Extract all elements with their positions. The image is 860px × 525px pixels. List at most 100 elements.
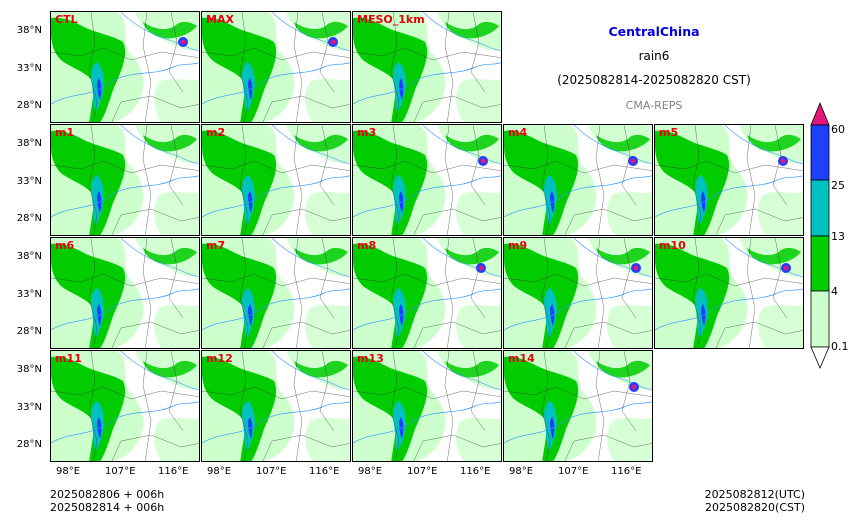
map-panel-m14: m14: [503, 350, 653, 462]
lon-tick-label: 116°E: [611, 466, 642, 477]
province-boundary: [715, 321, 803, 348]
province-boundary: [142, 12, 152, 122]
province-boundary: [293, 238, 303, 348]
river-line: [353, 401, 501, 444]
lat-tick-label: 38°N: [16, 251, 42, 262]
river-line: [353, 288, 501, 331]
province-boundary: [168, 125, 184, 206]
river-line: [422, 238, 501, 277]
province-boundary: [353, 273, 501, 287]
province-boundary: [319, 238, 335, 319]
province-boundary: [444, 238, 454, 348]
map-panel-max: MAX: [201, 11, 351, 123]
rain-light-area-se: [305, 304, 350, 348]
province-boundary: [51, 273, 199, 287]
river-line: [51, 288, 199, 331]
map-panel-m7: m7: [201, 237, 351, 349]
river-line: [422, 125, 501, 164]
lon-tick-label: 107°E: [105, 466, 136, 477]
lon-tick-label: 98°E: [358, 466, 383, 477]
convective-cell-core: [780, 158, 786, 164]
map-panel-m11: m11: [50, 350, 200, 462]
province-boundary: [88, 238, 98, 348]
province-boundary: [413, 95, 501, 122]
lon-tick-label: 116°E: [309, 466, 340, 477]
province-boundary: [470, 351, 486, 432]
province-boundary: [88, 125, 98, 235]
province-boundary: [239, 125, 249, 235]
province-boundary: [142, 125, 152, 235]
rain-light-area-se: [607, 304, 652, 348]
rain-light-area-se: [456, 78, 501, 122]
province-boundary: [655, 160, 803, 174]
rain-moderate-area: [202, 130, 277, 235]
river-line: [202, 401, 350, 444]
province-boundary: [772, 238, 788, 319]
province-boundary: [168, 238, 184, 319]
rain-moderate-area-ne: [143, 247, 197, 265]
river-line: [271, 351, 350, 390]
rain-light-area-se: [154, 191, 199, 235]
province-boundary: [319, 351, 335, 432]
panel-label: m7: [206, 239, 226, 252]
province-boundary: [88, 351, 98, 461]
rain-moderate-area: [51, 356, 126, 461]
lat-tick-label: 28°N: [16, 326, 42, 337]
province-boundary: [239, 238, 249, 348]
province-boundary: [715, 208, 803, 235]
province-boundary: [262, 208, 350, 235]
rain-light-area-se: [154, 417, 199, 461]
map-panel-m1: m1: [50, 124, 200, 236]
rain-moderate-area: [202, 243, 277, 348]
colorbar-label-4: 4: [831, 285, 838, 298]
rain-moderate-area: [353, 130, 428, 235]
province-boundary: [541, 125, 551, 235]
lat-tick-label: 28°N: [16, 439, 42, 450]
river-line: [271, 125, 350, 164]
rain-light-area-se: [305, 78, 350, 122]
precip-map: [353, 238, 501, 348]
province-boundary: [746, 125, 756, 235]
convective-cell-core: [330, 39, 336, 45]
colorbar-bottom-extend: [810, 346, 830, 370]
province-boundary: [390, 238, 400, 348]
panel-label: m3: [357, 126, 377, 139]
map-panel-m13: m13: [352, 350, 502, 462]
colorbar-label-25: 25: [831, 179, 845, 192]
lon-tick-label: 98°E: [207, 466, 232, 477]
lon-tick-label: 107°E: [256, 466, 287, 477]
province-boundary: [413, 321, 501, 348]
map-panel-m6: m6: [50, 237, 200, 349]
rain-moderate-area: [504, 356, 579, 461]
province-boundary: [772, 125, 788, 206]
rain-light-area-se: [456, 304, 501, 348]
province-boundary: [262, 95, 350, 122]
precip-map: [655, 238, 803, 348]
lat-tick-label: 33°N: [16, 289, 42, 300]
river-line: [504, 288, 652, 331]
lon-tick-label: 107°E: [407, 466, 438, 477]
rain-moderate-area: [655, 243, 730, 348]
rain-light-area-se: [154, 304, 199, 348]
panel-label: m1: [55, 126, 75, 139]
rain-moderate-area: [353, 243, 428, 348]
map-panel-m5: m5: [654, 124, 804, 236]
lat-tick-label: 28°N: [16, 100, 42, 111]
rain-moderate-area: [655, 130, 730, 235]
river-line: [120, 351, 199, 390]
precip-map: [504, 125, 652, 235]
province-boundary: [111, 321, 199, 348]
rain-moderate-area: [504, 243, 579, 348]
panel-label: m2: [206, 126, 226, 139]
province-boundary: [239, 12, 249, 122]
convective-cell-core: [633, 265, 639, 271]
province-boundary: [504, 386, 652, 400]
region-title: CentralChina: [608, 24, 700, 39]
rain-light-area-se: [154, 78, 199, 122]
province-boundary: [353, 160, 501, 174]
rain-moderate-area-ne: [294, 21, 348, 39]
source-title: CMA-REPS: [625, 99, 683, 112]
precip-map: [202, 238, 350, 348]
lat-tick-label: 38°N: [16, 364, 42, 375]
river-line: [202, 288, 350, 331]
